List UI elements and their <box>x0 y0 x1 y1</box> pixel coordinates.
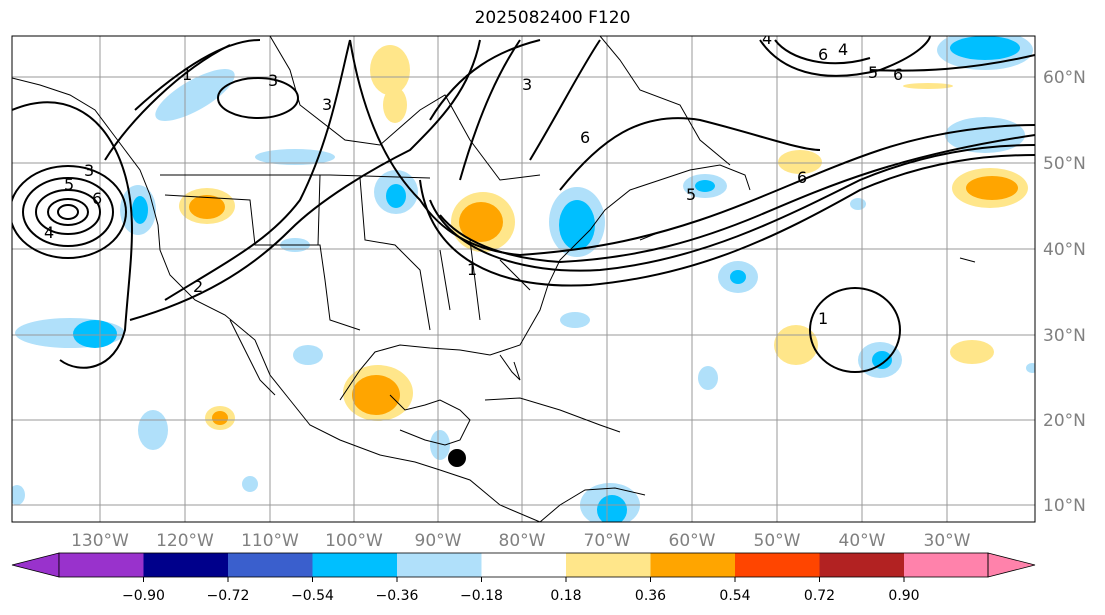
lat-label: 10°N <box>1043 496 1086 516</box>
colorbar-tick-label: −0.90 <box>122 588 165 604</box>
colorbar-bin <box>312 553 397 577</box>
colorbar-bin <box>819 553 904 577</box>
lon-label: 60°W <box>669 531 716 551</box>
svg-text:5: 5 <box>868 63 878 82</box>
colorbar-bin <box>228 553 313 577</box>
svg-text:5: 5 <box>64 175 74 194</box>
lon-label: 30°W <box>924 531 971 551</box>
colorbar-tick-label: −0.36 <box>376 588 419 604</box>
svg-text:6: 6 <box>893 65 903 84</box>
colorbar: −0.90 −0.72 −0.54 −0.36 −0.18 0.18 0.36 … <box>11 552 1036 604</box>
colorbar-tick-label: −0.54 <box>291 588 334 604</box>
contour-labels: 1 3 3 6 4 5 6 5 6 3 2 1 1 6 4 3 6 5 4 <box>44 29 903 328</box>
colorbar-tick-label: −0.18 <box>460 588 503 604</box>
colorbar-tick-label: 0.90 <box>888 588 919 604</box>
colorbar-bin <box>904 553 988 577</box>
colorbar-bin <box>566 553 651 577</box>
svg-text:6: 6 <box>92 189 102 208</box>
colorbar-bin <box>650 553 735 577</box>
lat-label: 60°N <box>1043 68 1086 88</box>
svg-text:3: 3 <box>268 71 278 90</box>
lat-label: 30°N <box>1043 326 1086 346</box>
lat-label: 20°N <box>1043 411 1086 431</box>
lat-label: 50°N <box>1043 154 1086 174</box>
svg-text:3: 3 <box>84 161 94 180</box>
svg-text:1: 1 <box>467 260 477 279</box>
lon-label: 50°W <box>754 531 801 551</box>
colorbar-bin <box>397 553 482 577</box>
height-contours <box>12 36 1035 373</box>
lon-label: 100°W <box>325 531 383 551</box>
svg-text:5: 5 <box>686 185 696 204</box>
colorbar-bin <box>481 553 566 577</box>
svg-text:3: 3 <box>522 75 532 94</box>
latitude-labels: 60°N 50°N 40°N 30°N 20°N 10°N <box>1043 68 1086 516</box>
colorbar-bin <box>735 553 820 577</box>
lat-label: 40°N <box>1043 240 1086 260</box>
colorbar-tick-label: 0.54 <box>719 588 750 604</box>
svg-text:4: 4 <box>838 40 848 59</box>
lon-label: 80°W <box>499 531 546 551</box>
svg-text:1: 1 <box>818 309 828 328</box>
anomaly-shading <box>12 36 1035 522</box>
graticule <box>12 36 1035 522</box>
svg-text:6: 6 <box>580 128 590 147</box>
lon-label: 40°W <box>839 531 886 551</box>
colorbar-tick-label: −0.72 <box>207 588 250 604</box>
map-frame <box>11 35 1036 523</box>
svg-text:3: 3 <box>322 95 332 114</box>
storm-center-marker[interactable] <box>448 449 466 467</box>
colorbar-extend-low <box>11 552 60 578</box>
colorbar-extend-high <box>987 552 1036 578</box>
colorbar-tick-label: 0.72 <box>804 588 835 604</box>
svg-text:1: 1 <box>182 65 192 84</box>
lon-label: 130°W <box>71 531 129 551</box>
colorbar-tick-label: 0.18 <box>550 588 581 604</box>
lon-label: 70°W <box>584 531 631 551</box>
coastlines <box>12 36 976 522</box>
colorbar-tick-label: 0.36 <box>635 588 666 604</box>
svg-text:6: 6 <box>797 168 807 187</box>
map-title: 2025082400 F120 <box>474 8 631 28</box>
colorbar-bin <box>143 553 228 577</box>
lon-label: 90°W <box>415 531 462 551</box>
colorbar-bin <box>59 553 144 577</box>
svg-text:4: 4 <box>762 29 772 48</box>
svg-text:2: 2 <box>193 277 203 296</box>
longitude-labels: 130°W 120°W 110°W 100°W 90°W 80°W 70°W 6… <box>71 531 971 551</box>
svg-text:4: 4 <box>44 223 54 242</box>
lon-label: 120°W <box>156 531 214 551</box>
lon-label: 110°W <box>241 531 299 551</box>
svg-text:6: 6 <box>818 45 828 64</box>
